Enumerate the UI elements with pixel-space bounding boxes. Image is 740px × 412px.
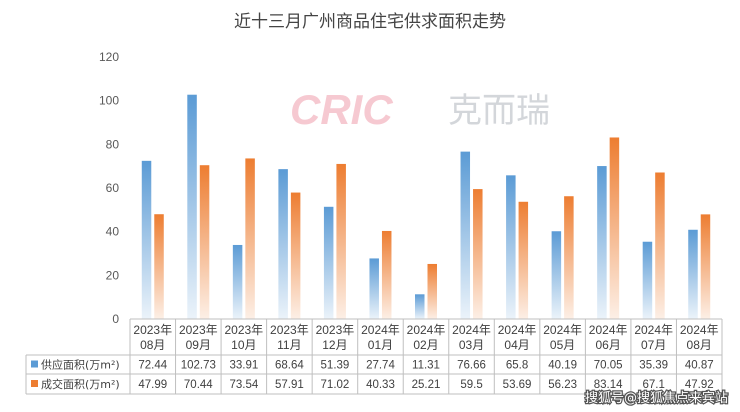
deal-bar bbox=[564, 196, 574, 319]
y-axis: 0 20 40 60 80 100 120 bbox=[99, 50, 119, 326]
deal-value-label: 25.21 bbox=[412, 379, 441, 391]
supply-bar bbox=[141, 160, 152, 319]
watermark-text: 搜狐号@搜狐焦点来宾站 bbox=[585, 390, 728, 406]
supply-value-label: 35.39 bbox=[639, 360, 668, 372]
y-tick-label: 120 bbox=[99, 50, 119, 64]
supply-value-label: 72.44 bbox=[138, 360, 167, 372]
supply-value-label: 33.91 bbox=[229, 360, 258, 372]
y-tick-label: 80 bbox=[106, 137, 120, 151]
supply-value-label: 40.87 bbox=[685, 360, 714, 372]
logo-chinese-text: 克而瑞 bbox=[448, 91, 550, 131]
x-tick-label: 2023年 08月 bbox=[133, 323, 172, 352]
deal-bar bbox=[609, 137, 620, 319]
y-tick-label: 100 bbox=[99, 94, 119, 108]
bars bbox=[141, 94, 711, 319]
deal-value-label: 73.54 bbox=[229, 379, 258, 391]
deal-bar bbox=[336, 163, 346, 319]
supply-bar bbox=[278, 169, 288, 319]
supply-bar bbox=[551, 231, 562, 319]
cric-logo: CRIC 克而瑞 bbox=[290, 86, 550, 133]
supply-value-label: 65.8 bbox=[506, 360, 528, 372]
supply-bar bbox=[232, 244, 243, 319]
supply-bar bbox=[187, 94, 197, 319]
x-tick-label: 2024年 04月 bbox=[498, 323, 537, 352]
legend-swatch bbox=[31, 360, 38, 368]
supply-value-label: 76.66 bbox=[457, 360, 486, 372]
x-tick-label: 2024年 01月 bbox=[361, 323, 400, 352]
legend-label: 供应面积(万m²) bbox=[41, 358, 120, 372]
supply-value-label: 51.39 bbox=[321, 360, 350, 372]
y-tick-label: 60 bbox=[106, 181, 120, 195]
supply-bar bbox=[642, 241, 653, 319]
deal-bar bbox=[381, 230, 392, 319]
deal-value-label: 83.14 bbox=[594, 379, 623, 391]
x-tick-label: 2024年 03月 bbox=[452, 323, 491, 352]
x-tick-label: 2024年 08月 bbox=[680, 323, 719, 352]
x-tick-label: 2023年 10月 bbox=[224, 323, 263, 352]
supply-value-label: 70.05 bbox=[594, 360, 623, 372]
deal-bar bbox=[427, 263, 437, 319]
deal-value-label: 40.33 bbox=[366, 379, 395, 391]
deal-bar bbox=[199, 165, 210, 319]
x-tick-label: 2024年 06月 bbox=[589, 323, 628, 352]
deal-bar bbox=[245, 158, 255, 319]
supply-bar bbox=[323, 206, 334, 319]
supply-bar bbox=[506, 175, 516, 319]
y-tick-label: 20 bbox=[106, 268, 120, 282]
supply-bar bbox=[460, 151, 471, 319]
legend-swatch bbox=[31, 380, 38, 387]
deal-value-label: 47.99 bbox=[138, 379, 167, 391]
supply-bar bbox=[688, 229, 698, 319]
supply-value-label: 40.19 bbox=[548, 360, 577, 372]
deal-bar bbox=[518, 201, 529, 319]
legend-label: 成交面积(万m²) bbox=[41, 377, 120, 391]
x-tick-label: 2024年 05月 bbox=[543, 323, 582, 352]
deal-value-label: 59.5 bbox=[460, 379, 482, 391]
logo-latin-text: CRIC bbox=[290, 86, 393, 133]
watermark: 搜狐号@搜狐焦点来宾站 bbox=[584, 389, 730, 408]
deal-value-label: 56.23 bbox=[548, 379, 577, 391]
x-tick-label: 2023年 09月 bbox=[179, 323, 218, 352]
deal-bar bbox=[290, 192, 301, 319]
deal-bar bbox=[655, 172, 665, 319]
y-tick-label: 40 bbox=[106, 225, 120, 239]
deal-value-label: 70.44 bbox=[184, 379, 213, 391]
supply-bar bbox=[597, 166, 607, 319]
supply-bar bbox=[415, 294, 425, 319]
deal-bar bbox=[473, 189, 483, 319]
supply-bar bbox=[369, 258, 379, 319]
x-tick-label: 2024年 07月 bbox=[634, 323, 673, 352]
x-tick-label: 2024年 02月 bbox=[407, 323, 446, 352]
deal-bar bbox=[154, 214, 164, 319]
supply-value-label: 11.31 bbox=[412, 360, 440, 372]
deal-value-label: 67.1 bbox=[642, 379, 664, 391]
deal-value-label: 57.91 bbox=[275, 379, 304, 391]
x-tick-label: 2023年 12月 bbox=[316, 323, 355, 352]
x-tick-label: 2023年 11月 bbox=[270, 323, 309, 352]
y-tick-label: 0 bbox=[112, 312, 119, 326]
supply-value-label: 68.64 bbox=[275, 360, 304, 372]
supply-value-label: 27.74 bbox=[366, 360, 395, 372]
supply-value-label: 102.73 bbox=[181, 360, 216, 372]
deal-value-label: 47.92 bbox=[685, 379, 714, 391]
deal-bar bbox=[700, 214, 711, 319]
deal-value-label: 53.69 bbox=[503, 379, 532, 391]
chart-title: 近十三月广州商品住宅供求面积走势 bbox=[234, 12, 506, 32]
deal-value-label: 71.02 bbox=[321, 379, 350, 391]
